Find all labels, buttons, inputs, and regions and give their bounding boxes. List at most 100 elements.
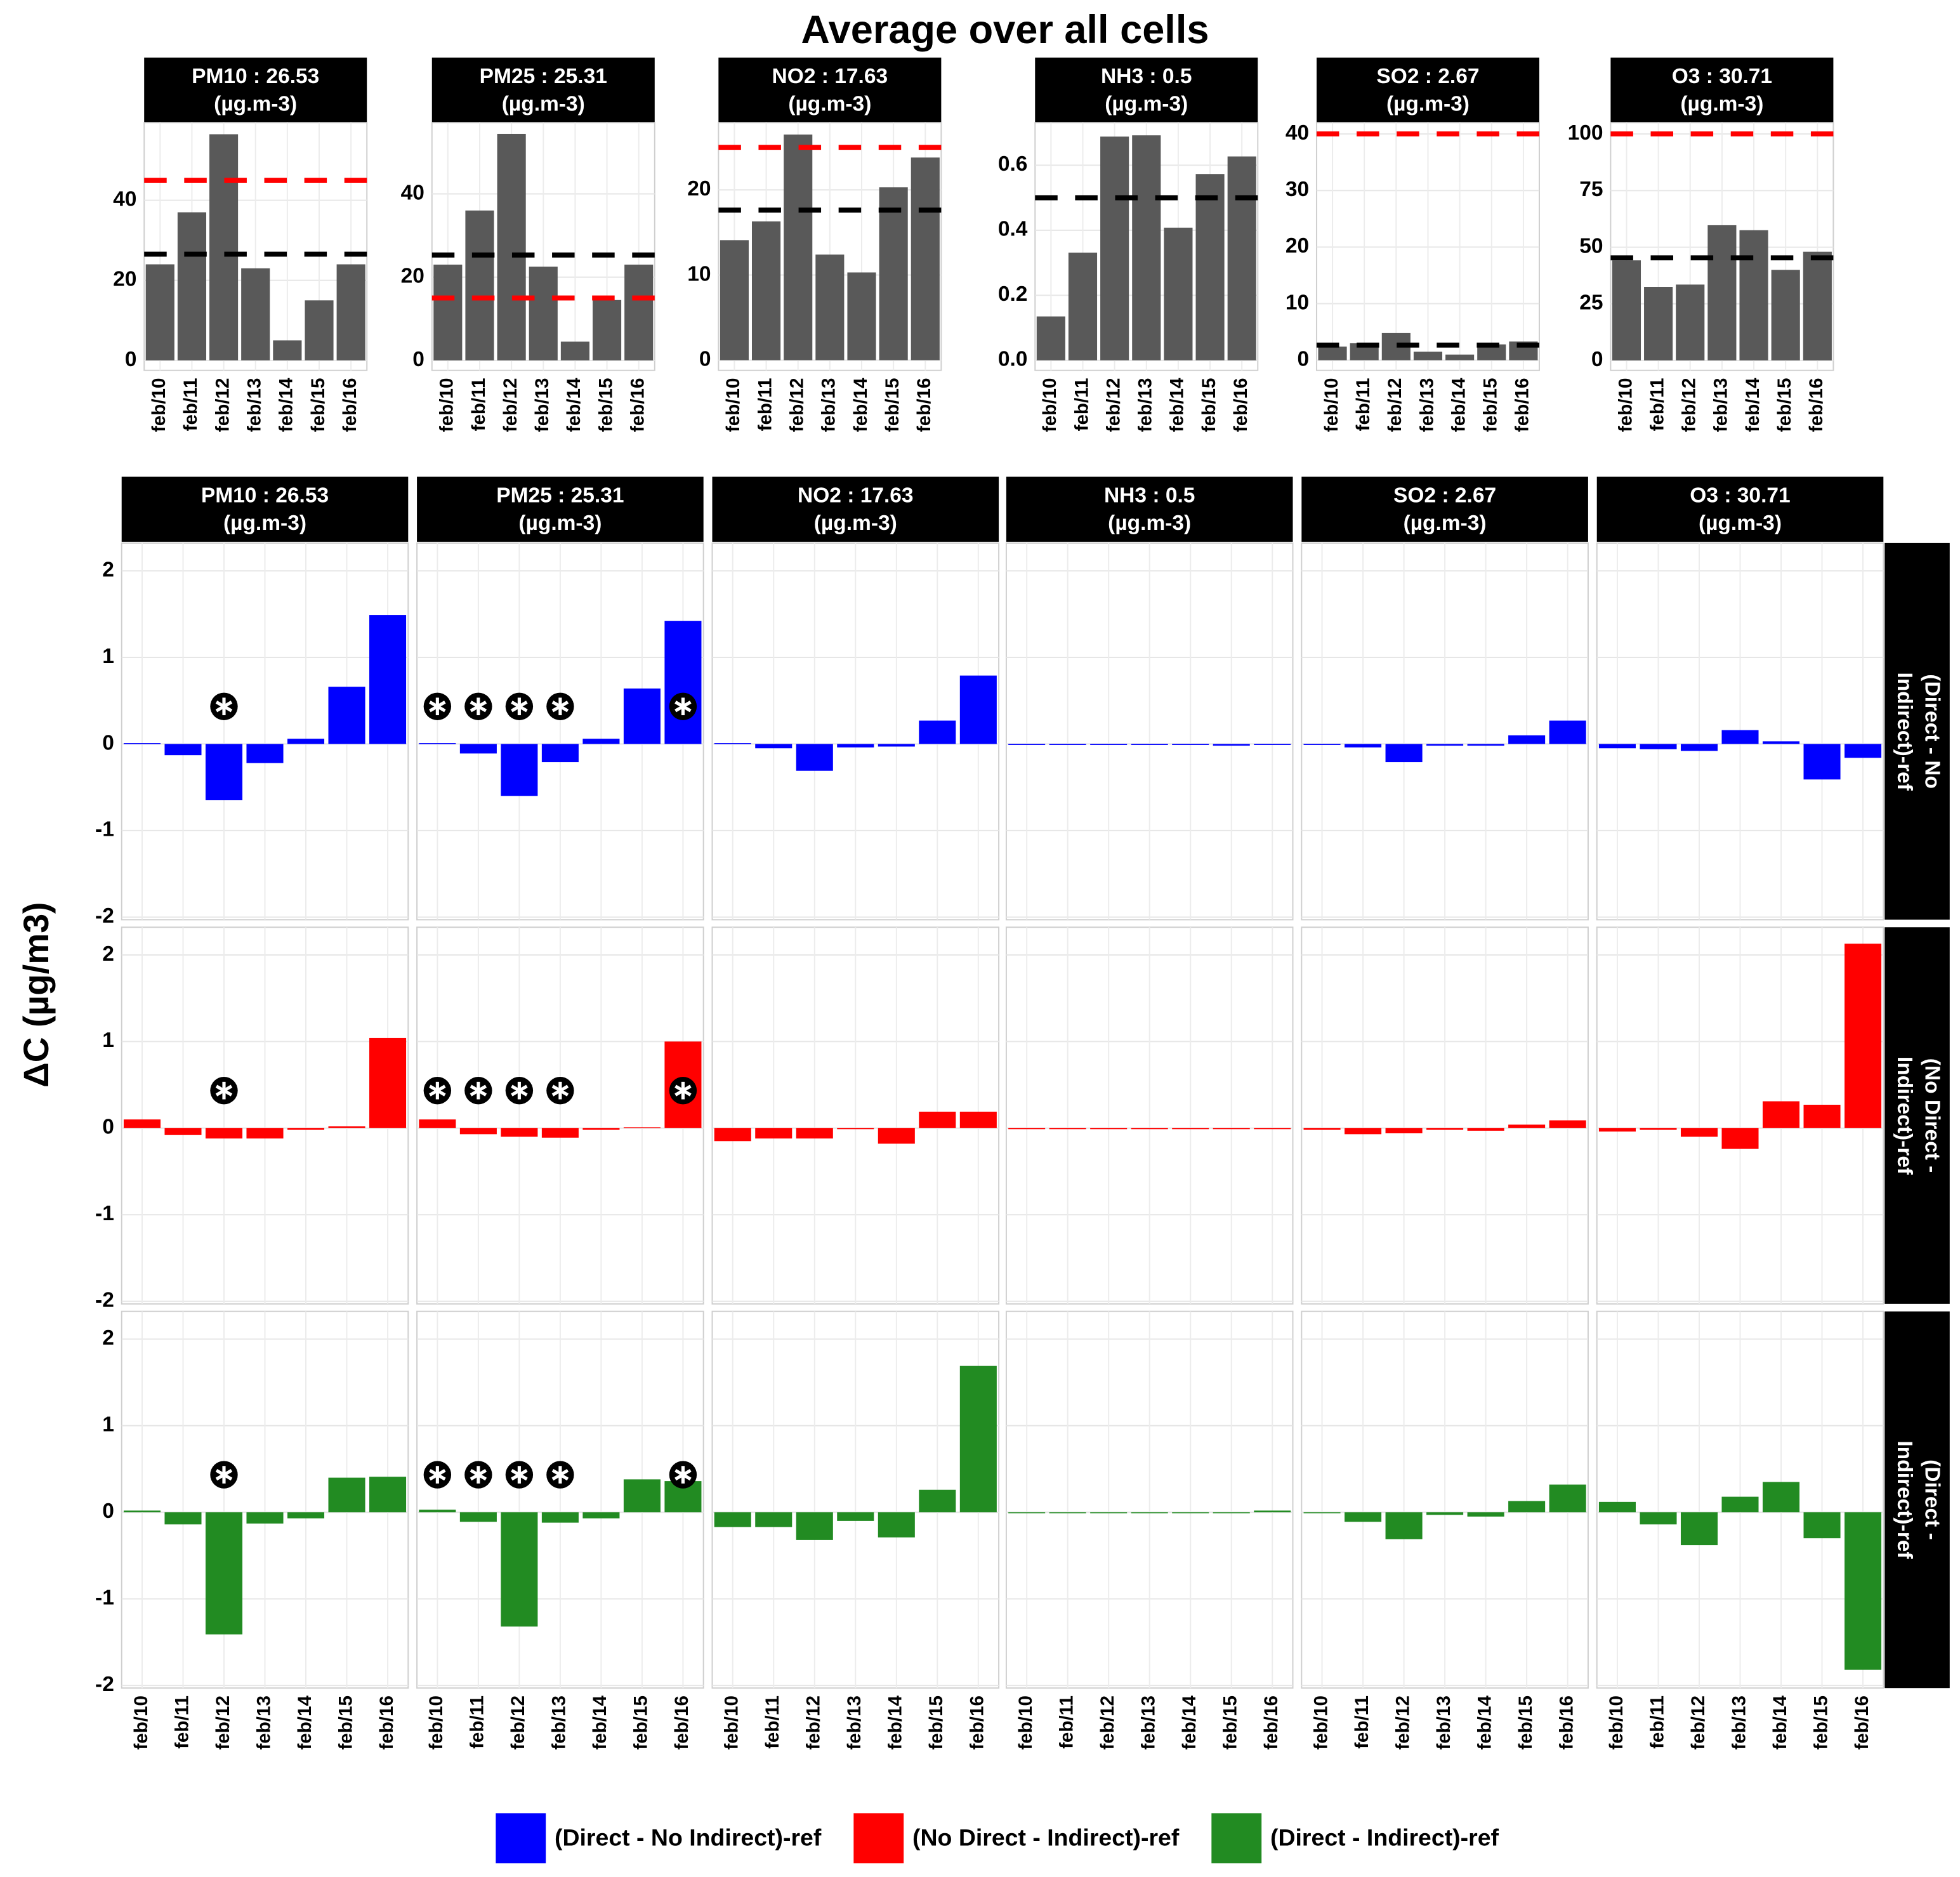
strip [712, 477, 999, 542]
bar [541, 744, 579, 763]
strip [1596, 477, 1884, 542]
bar [1803, 1512, 1841, 1539]
strip [718, 57, 942, 123]
bar [123, 743, 161, 744]
significance-marker [546, 692, 574, 720]
bar [1844, 944, 1882, 1128]
bar [1467, 1512, 1504, 1517]
strip [1316, 57, 1539, 123]
bar [369, 1037, 407, 1128]
x-tick-label: feb/13 [549, 1696, 570, 1750]
column-subtitle: (µg.m-3) [814, 511, 897, 535]
marker-stroke [429, 1468, 446, 1481]
x-tick-label: feb/11 [762, 1696, 783, 1749]
significance-marker [210, 692, 238, 720]
bar [714, 743, 751, 744]
x-tick-label: feb/14 [294, 1696, 315, 1750]
panel-subtitle: (µg.m-3) [502, 93, 585, 116]
bar [919, 1111, 956, 1128]
x-tick-label: feb/12 [803, 1696, 824, 1750]
bar [1803, 251, 1832, 361]
x-tick-label: feb/10 [148, 378, 169, 433]
bar [1844, 1512, 1882, 1670]
bar [714, 1128, 751, 1142]
bar [465, 210, 494, 360]
bar [164, 1128, 202, 1135]
x-tick-label: feb/11 [1056, 1696, 1077, 1749]
x-tick-label: feb/10 [1606, 1696, 1627, 1750]
bar [246, 1512, 284, 1524]
x-tick-label: feb/16 [914, 378, 935, 433]
x-tick-label: feb/11 [171, 1696, 192, 1749]
x-tick-label: feb/14 [1742, 378, 1763, 432]
x-tick-label: feb/10 [131, 1696, 152, 1750]
x-tick-label: feb/11 [180, 378, 201, 431]
bar [796, 1128, 833, 1139]
y-tick-label: 0.6 [998, 152, 1028, 176]
bar [1164, 227, 1193, 360]
x-tick-label: feb/10 [426, 1696, 447, 1750]
y-tick-label: 0 [102, 1499, 114, 1523]
bar [1445, 354, 1475, 360]
bar [529, 267, 558, 360]
x-tick-label: feb/13 [244, 378, 265, 433]
bar [1707, 225, 1737, 361]
bar [1680, 1512, 1718, 1546]
x-tick-label: feb/13 [1135, 378, 1156, 433]
x-tick-label: feb/14 [1448, 378, 1469, 432]
x-tick-label: feb/13 [1728, 1696, 1749, 1750]
y-tick-label: 20 [687, 177, 711, 201]
strip [1301, 477, 1588, 542]
bar [1254, 1128, 1291, 1129]
y-tick-label: 1 [102, 1029, 114, 1052]
x-tick-label: feb/16 [1261, 1696, 1282, 1750]
bar [501, 1128, 538, 1137]
y-tick-label: 0 [412, 348, 424, 371]
y-tick-label: 20 [113, 268, 136, 291]
bar [1131, 1512, 1168, 1513]
bar [205, 1128, 243, 1139]
marker-stroke [470, 1084, 487, 1097]
column-subtitle: (µg.m-3) [223, 511, 306, 535]
bar [959, 675, 997, 744]
significance-marker [210, 1076, 238, 1105]
x-tick-label: feb/15 [631, 1696, 652, 1750]
panel-title: NO2 : 17.63 [772, 65, 888, 88]
bar [1549, 1120, 1586, 1128]
panel-title: NH3 : 0.5 [1101, 65, 1192, 88]
y-tick-label: 2 [102, 1326, 114, 1350]
x-tick-label: feb/11 [1353, 378, 1374, 431]
bar [501, 1512, 538, 1627]
marker-stroke [215, 1468, 233, 1481]
column-title: O3 : 30.71 [1690, 484, 1790, 508]
x-tick-label: feb/14 [1474, 1696, 1495, 1750]
legend-key [853, 1813, 904, 1864]
bar [1598, 1501, 1636, 1513]
bar [664, 621, 702, 744]
bar [1762, 1482, 1800, 1513]
bar [1762, 741, 1800, 744]
strip [1884, 927, 1950, 1304]
bar [1739, 230, 1768, 361]
column-subtitle: (µg.m-3) [1108, 511, 1191, 535]
column-title: SO2 : 2.67 [1393, 484, 1496, 508]
x-tick-label: feb/14 [563, 378, 584, 432]
bar [1090, 1128, 1128, 1129]
panel-subtitle: (µg.m-3) [1105, 93, 1188, 116]
bar [123, 1510, 161, 1513]
bar [919, 1489, 956, 1513]
x-tick-label: feb/15 [595, 378, 616, 433]
bar [959, 1111, 997, 1128]
y-tick-label: 1 [102, 645, 114, 668]
bar [246, 744, 284, 763]
bar [1345, 744, 1382, 748]
bar [1640, 1512, 1677, 1525]
bar [459, 1128, 497, 1135]
significance-marker [423, 1076, 452, 1105]
bar [959, 1366, 997, 1513]
bar [541, 1512, 579, 1523]
x-tick-label: feb/15 [1515, 1696, 1536, 1750]
y-tick-label: 50 [1579, 234, 1603, 258]
x-tick-label: feb/15 [926, 1696, 947, 1750]
